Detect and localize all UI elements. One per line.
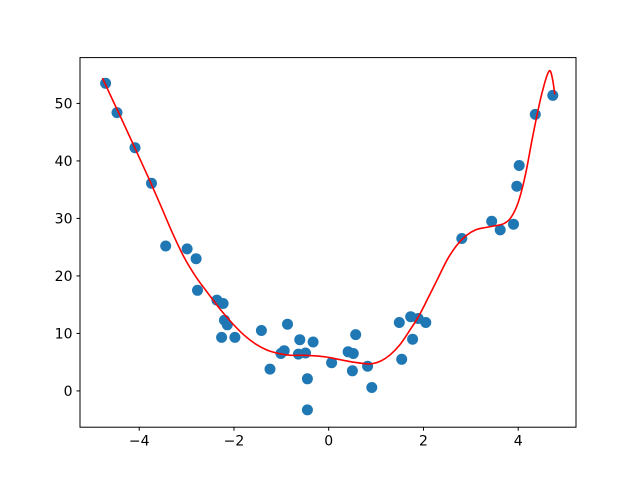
fit-curve	[101, 69, 556, 365]
scatter-point	[192, 284, 203, 296]
scatter-point	[350, 329, 362, 341]
scatter-point	[420, 317, 432, 328]
y-tick-label: 30	[55, 211, 73, 227]
scatter-point	[494, 224, 506, 236]
plot-frame	[79, 57, 577, 428]
x-tick-label: −2	[224, 434, 245, 450]
scatter-point	[508, 218, 519, 230]
x-tick-label: 2	[419, 434, 428, 450]
scatter-point	[282, 318, 293, 330]
scatter-point	[229, 331, 241, 343]
scatter-point	[407, 333, 419, 345]
scatter-point	[362, 360, 374, 372]
scatter-point	[301, 404, 313, 416]
scatter-point	[396, 353, 408, 365]
x-axis: −4 −2 0 2 4	[129, 427, 523, 450]
scatter-point	[255, 325, 267, 336]
scatter-point	[294, 334, 306, 346]
scatter-point	[346, 365, 358, 377]
scatter-point	[307, 336, 319, 348]
scatter-point	[513, 160, 525, 171]
scatter-point	[217, 298, 229, 309]
y-axis: 0 10 20 30 40 50	[55, 96, 80, 400]
scatter-point	[301, 373, 313, 385]
x-tick-label: −4	[129, 434, 150, 450]
scatter-point	[190, 253, 202, 265]
y-tick-label: 50	[55, 96, 73, 112]
y-tick-label: 10	[55, 326, 73, 342]
scatter-point	[511, 180, 523, 192]
x-tick-label: 4	[514, 434, 523, 450]
scatter-point	[181, 243, 193, 255]
y-tick-label: 0	[64, 384, 73, 400]
scatter-point	[347, 348, 359, 359]
scatter-point	[160, 240, 172, 252]
scatter-point	[221, 319, 233, 331]
scatter-point	[393, 317, 405, 328]
scatter-point	[529, 108, 541, 120]
scatter-point	[216, 331, 228, 343]
y-tick-label: 40	[55, 154, 73, 170]
scatter-point	[300, 347, 311, 359]
scatter-point	[264, 363, 276, 375]
y-tick-label: 20	[55, 269, 73, 285]
scatter-point	[547, 89, 559, 101]
fit-curve-series	[101, 69, 556, 365]
x-tick-label: 0	[324, 434, 333, 450]
scatter-point	[326, 357, 338, 369]
scatter-point	[486, 215, 498, 227]
scatter-point	[366, 382, 378, 393]
